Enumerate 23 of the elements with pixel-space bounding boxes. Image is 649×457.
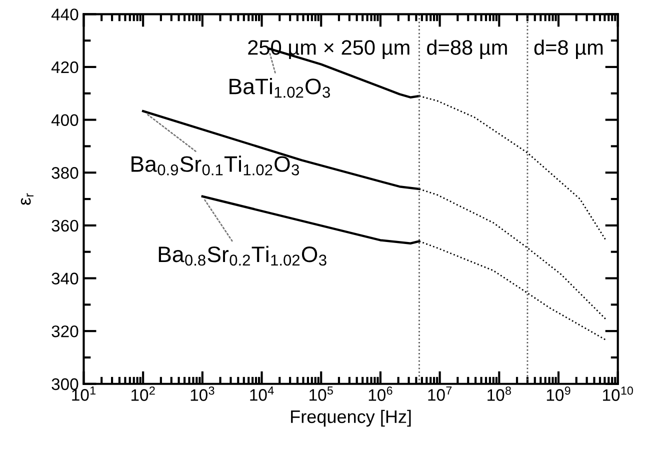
x-tick-label: 10$^{4}$ xyxy=(250,386,274,401)
x-axis-title: Frequency [Hz] xyxy=(291,410,411,427)
y-tick-label: 340 xyxy=(52,272,78,284)
y-axis-title: ε$_{r}$ xyxy=(20,193,34,205)
x-tick-label: 10$^{6}$ xyxy=(368,386,392,401)
y-tick-label: 320 xyxy=(52,325,78,338)
x-tick-label: 10$^{3}$ xyxy=(190,386,214,401)
series-label: BaTi$_{1.02}$O$_{3}$ xyxy=(230,78,330,98)
y-tick-label: 380 xyxy=(52,167,78,179)
x-tick-label: 10$^{2}$ xyxy=(132,386,155,401)
y-tick-label: 360 xyxy=(52,220,78,232)
annotation: d=88 µm xyxy=(427,40,507,59)
x-tick-label: 10$^{5}$ xyxy=(310,386,333,401)
series-label: Ba$_{0.9}$Sr$_{0.1}$Ti$_{1.02}$O$_{3}$ xyxy=(132,156,300,176)
x-tick-label: 10$^{10}$ xyxy=(603,386,633,401)
x-tick-label: 10$^{7}$ xyxy=(428,386,452,401)
annotation: d=8 µm xyxy=(534,40,603,59)
x-tick-label: 10$^{8}$ xyxy=(488,386,511,401)
y-tick-label: 440 xyxy=(51,8,78,20)
y-tick-label: 420 xyxy=(51,61,78,74)
x-tick-label: 10$^{9}$ xyxy=(546,386,570,401)
series-label: Ba$_{0.8}$Sr$_{0.2}$Ti$_{1.02}$O$_{3}$ xyxy=(158,246,326,266)
y-tick-label: 400 xyxy=(51,114,78,126)
